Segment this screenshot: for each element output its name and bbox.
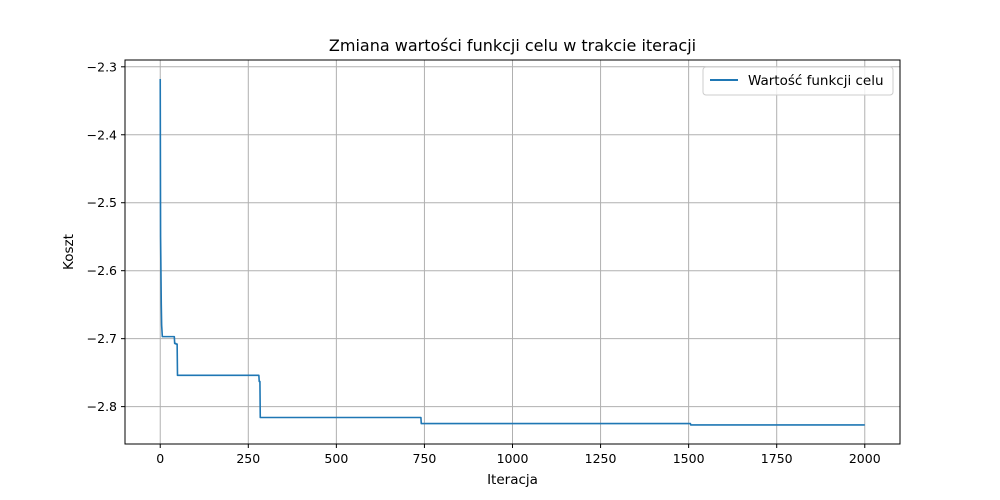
- y-tick-label: −2.7: [87, 331, 117, 346]
- y-axis-title: Koszt: [61, 234, 77, 270]
- x-tick-label: 500: [324, 451, 348, 466]
- x-tick-label: 1000: [497, 451, 529, 466]
- x-axis: 0 250 500 750 1000 1250 1500 1750 2000: [156, 444, 881, 466]
- legend-label: Wartość funkcji celu: [748, 73, 884, 89]
- y-tick-label: −2.8: [87, 399, 117, 414]
- series-line: [159, 79, 865, 426]
- x-tick-label: 2000: [849, 451, 881, 466]
- series-layer: [159, 79, 865, 426]
- y-tick-label: −2.5: [87, 195, 117, 210]
- x-axis-title: Iteracja: [487, 472, 538, 488]
- legend: Wartość funkcji celu: [702, 66, 894, 96]
- y-tick-label: −2.4: [87, 127, 117, 142]
- chart-title: Zmiana wartości funkcji celu w trakcie i…: [329, 36, 696, 55]
- x-tick-label: 1250: [585, 451, 617, 466]
- y-tick-label: −2.6: [87, 263, 117, 278]
- x-tick-label: 250: [236, 451, 260, 466]
- x-tick-label: 1500: [673, 451, 705, 466]
- y-tick-label: −2.3: [87, 59, 117, 74]
- x-tick-label: 0: [156, 451, 164, 466]
- legend-box: [702, 66, 894, 96]
- x-tick-label: 1750: [761, 451, 793, 466]
- y-axis: −2.3 −2.4 −2.5 −2.6 −2.7 −2.8: [87, 59, 125, 414]
- x-tick-label: 750: [413, 451, 437, 466]
